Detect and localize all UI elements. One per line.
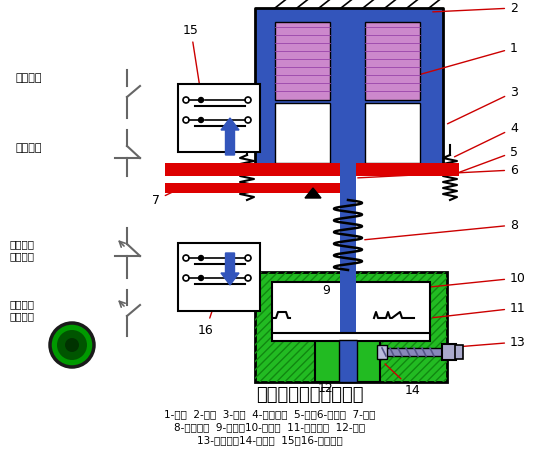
Text: 延时闭合: 延时闭合 bbox=[10, 299, 35, 309]
Bar bbox=[377, 345, 387, 359]
Text: 13-调节螺杆14-进气孔  15、16-微动开关: 13-调节螺杆14-进气孔 15、16-微动开关 bbox=[197, 435, 343, 445]
Bar bbox=[339, 340, 357, 382]
Bar bbox=[315, 340, 380, 382]
Text: 4: 4 bbox=[454, 122, 518, 157]
Bar bbox=[255, 272, 447, 382]
Text: 16: 16 bbox=[198, 305, 214, 337]
Bar bbox=[442, 344, 456, 360]
Text: 瞬动常闭: 瞬动常闭 bbox=[15, 143, 42, 153]
Bar bbox=[365, 103, 420, 163]
Text: 常开触头: 常开触头 bbox=[10, 311, 35, 321]
Text: 15: 15 bbox=[183, 24, 199, 85]
Text: 6: 6 bbox=[358, 164, 518, 178]
Bar bbox=[275, 103, 330, 163]
Text: 5: 5 bbox=[454, 146, 518, 174]
Bar bbox=[272, 333, 430, 341]
Text: 延时断开: 延时断开 bbox=[10, 239, 35, 249]
Circle shape bbox=[198, 276, 204, 280]
Text: 7: 7 bbox=[152, 187, 183, 207]
Circle shape bbox=[198, 255, 204, 260]
Text: 13: 13 bbox=[446, 336, 526, 349]
Text: 12: 12 bbox=[318, 378, 340, 395]
Text: 瞬动常开: 瞬动常开 bbox=[15, 73, 42, 83]
Circle shape bbox=[65, 338, 79, 352]
Circle shape bbox=[198, 97, 204, 102]
Polygon shape bbox=[305, 188, 321, 198]
FancyArrow shape bbox=[221, 253, 239, 285]
Bar bbox=[275, 22, 330, 100]
Bar bbox=[365, 22, 420, 100]
Text: 1-线圈  2-铁心  3-衔铁  4-反力弹簧  5-推板6-活塞杆  7-杠杆: 1-线圈 2-铁心 3-衔铁 4-反力弹簧 5-推板6-活塞杆 7-杠杆 bbox=[164, 409, 376, 419]
Circle shape bbox=[198, 118, 204, 123]
Circle shape bbox=[50, 323, 94, 367]
Bar bbox=[255, 272, 447, 382]
FancyArrow shape bbox=[221, 118, 239, 155]
Bar bbox=[165, 163, 459, 176]
Text: 3: 3 bbox=[447, 85, 518, 124]
Bar bbox=[272, 282, 430, 334]
Text: 常闭触头: 常闭触头 bbox=[10, 251, 35, 261]
Bar bbox=[178, 84, 260, 152]
Text: 1: 1 bbox=[420, 41, 518, 74]
Bar bbox=[165, 183, 350, 193]
Text: 14: 14 bbox=[385, 364, 421, 396]
Text: 8: 8 bbox=[365, 219, 518, 240]
Text: 9: 9 bbox=[322, 284, 330, 296]
Text: 8-塔形弹簧  9-弱弹簧10-橡皮膜  11-空气室壁  12-活塞: 8-塔形弹簧 9-弱弹簧10-橡皮膜 11-空气室壁 12-活塞 bbox=[175, 422, 365, 432]
Bar bbox=[380, 348, 442, 356]
FancyArrow shape bbox=[335, 142, 361, 174]
Bar bbox=[340, 163, 356, 378]
Text: 2: 2 bbox=[433, 1, 518, 14]
Text: 10: 10 bbox=[423, 272, 526, 288]
Bar bbox=[178, 243, 260, 311]
Bar bbox=[255, 8, 443, 166]
Circle shape bbox=[57, 330, 87, 360]
Bar bbox=[455, 345, 463, 359]
Text: 通电延时型时间继电器: 通电延时型时间继电器 bbox=[256, 386, 364, 404]
Text: 11: 11 bbox=[433, 301, 526, 318]
